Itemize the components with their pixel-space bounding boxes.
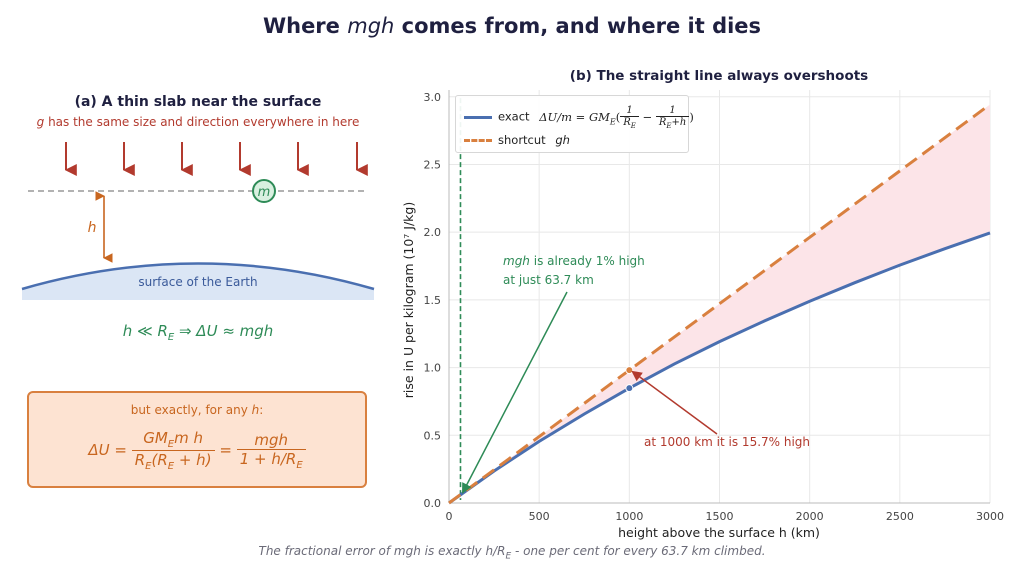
y-tick-label: 0.5 <box>424 429 442 442</box>
exact-formula-label: but exactly, for any h: <box>130 403 264 417</box>
y-tick-label: 2.0 <box>424 226 442 239</box>
x-tick-label: 3000 <box>976 510 1004 523</box>
y-tick-label: 1.0 <box>424 362 442 375</box>
annotation-2: at 1000 km it is 15.7% high <box>644 435 810 449</box>
y-axis-label: rise in U per kilogram (10⁷ J/kg) <box>401 202 416 398</box>
x-tick-label: 1000 <box>615 510 643 523</box>
slab-diagram: m h surface of the Earth <box>21 142 375 300</box>
gravity-arrows <box>64 142 368 176</box>
earth-surface-line <box>21 262 375 291</box>
fraction-2: mgh 1 + h/RE <box>236 431 306 471</box>
panel-a-subtitle: g has the same size and direction everyw… <box>36 115 360 129</box>
y-tick-label: 3.0 <box>424 91 442 104</box>
data-point <box>625 384 634 393</box>
overshoot-shaded-region <box>449 104 990 503</box>
series-exact-line <box>448 231 991 505</box>
surface-label: surface of the Earth <box>138 275 257 289</box>
plot-area: 0 500 1000 1500 2000 2500 3000 0.0 0.5 1.0 1.5 2.0 2… <box>424 90 1004 523</box>
approximation-formula: h ≪ RE ⇒ ΔU ≈ mgh <box>122 322 274 343</box>
mass-label: m <box>258 185 271 200</box>
page-title: Where mgh comes from, and where it dies <box>262 14 762 38</box>
footer-caption: The fractional error of mgh is exactly h… <box>258 544 766 562</box>
mass-circle <box>252 179 276 203</box>
annotation-2-arrow <box>631 370 718 435</box>
series-shortcut-line <box>448 103 991 505</box>
x-axis-label: height above the surface h (km) <box>618 525 820 540</box>
y-tick-label: 0.0 <box>424 497 442 510</box>
x-tick-label: 2500 <box>886 510 914 523</box>
chart-title: (b) The straight line always overshoots <box>570 68 868 84</box>
x-tick-label: 1500 <box>706 510 734 523</box>
panel-a-title: (a) A thin slab near the surface <box>74 94 322 110</box>
fraction-1: GMEm h RE(RE + h) <box>131 429 215 472</box>
earth-surface-fill <box>22 263 374 300</box>
exact-formula-box: but exactly, for any h: ΔU = GMEm h RE(R… <box>27 391 367 488</box>
annotation-1-arrow <box>462 291 568 494</box>
legend-item-exact: exact ΔU/m = GME(1 RE − 1 RE+h) <box>464 105 694 130</box>
legend-item-shortcut: shortcut gh <box>464 133 570 147</box>
x-tick-label: 2000 <box>796 510 824 523</box>
annotation-1-line2: at just 63.7 km <box>503 273 594 287</box>
x-tick-label: 500 <box>529 510 550 523</box>
annotation-1: mgh is already 1% high <box>503 254 645 268</box>
exact-formula: ΔU = GMEm h RE(RE + h) = mgh 1 + h/RE <box>29 429 365 472</box>
data-point <box>625 366 634 375</box>
x-tick-label: 0 <box>446 510 453 523</box>
height-label: h <box>88 220 97 236</box>
chart-legend: exact ΔU/m = GME(1 RE − 1 RE+h) shortcut g… <box>455 95 694 153</box>
y-tick-label: 1.5 <box>424 294 442 307</box>
y-tick-label: 2.5 <box>424 158 442 171</box>
